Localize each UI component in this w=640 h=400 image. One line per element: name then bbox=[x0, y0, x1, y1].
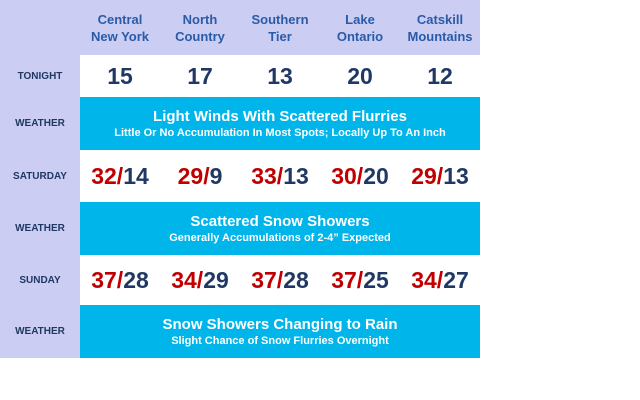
column-header-line: Country bbox=[175, 28, 225, 44]
high-temp: 34 bbox=[171, 266, 197, 293]
row-label-text: SATURDAY bbox=[13, 170, 67, 182]
temperature: 13 bbox=[240, 55, 320, 97]
low-temp: 9 bbox=[209, 162, 223, 189]
row-label-text: TONIGHT bbox=[17, 70, 63, 82]
low-temp: 17 bbox=[187, 62, 213, 89]
row-label-text: WEATHER bbox=[15, 223, 65, 234]
weather-headline: Snow Showers Changing to Rain bbox=[162, 316, 398, 333]
column-header: Lake Ontario bbox=[320, 0, 400, 55]
separator: / bbox=[196, 266, 204, 293]
separator: / bbox=[116, 266, 124, 293]
separator: / bbox=[116, 162, 124, 189]
separator: / bbox=[436, 266, 444, 293]
temperature: 17 bbox=[160, 55, 240, 97]
low-temp: 13 bbox=[267, 62, 293, 89]
weather-headline: Scattered Snow Showers bbox=[190, 213, 370, 230]
temperature: 30/20 bbox=[320, 150, 400, 202]
temperature: 34/29 bbox=[160, 255, 240, 305]
temperature: 15 bbox=[80, 55, 160, 97]
column-header-line: Catskill bbox=[416, 11, 464, 27]
separator: / bbox=[276, 162, 284, 189]
row-label: SUNDAY bbox=[0, 255, 80, 305]
row-label-text: SUNDAY bbox=[19, 274, 61, 286]
row-label: SATURDAY bbox=[0, 150, 80, 202]
column-header-line: Mountains bbox=[407, 28, 473, 44]
column-header-line: North bbox=[182, 11, 218, 27]
high-temp: 32 bbox=[91, 162, 117, 189]
high-temp: 37 bbox=[91, 266, 117, 293]
high-temp: 33 bbox=[251, 162, 277, 189]
temperature: 32/14 bbox=[80, 150, 160, 202]
weather-banner: Snow Showers Changing to Rain Slight Chan… bbox=[80, 305, 480, 358]
weather-banner: Light Winds With Scattered Flurries Littl… bbox=[80, 97, 480, 150]
weather-detail: Little Or No Accumulation In Most Spots;… bbox=[114, 127, 446, 139]
weather-banner: Scattered Snow Showers Generally Accumula… bbox=[80, 202, 480, 255]
column-header-line: Tier bbox=[268, 28, 292, 44]
column-header: North Country bbox=[160, 0, 240, 55]
low-temp: 25 bbox=[363, 266, 389, 293]
weather-detail: Generally Accumulations of 2-4” Expected bbox=[169, 232, 391, 244]
column-header-line: Ontario bbox=[336, 28, 384, 44]
row-label: WEATHER bbox=[0, 202, 80, 255]
temperature: 34/27 bbox=[400, 255, 480, 305]
row-label: WEATHER bbox=[0, 305, 80, 358]
high-temp: 37 bbox=[331, 266, 357, 293]
high-temp: 30 bbox=[331, 162, 357, 189]
high-temp: 29 bbox=[411, 162, 437, 189]
low-temp: 12 bbox=[427, 62, 453, 89]
low-temp: 29 bbox=[203, 266, 229, 293]
low-temp: 15 bbox=[107, 62, 133, 89]
temperature: 33/13 bbox=[240, 150, 320, 202]
separator: / bbox=[356, 162, 364, 189]
row-label-text: WEATHER bbox=[15, 118, 65, 129]
low-temp: 13 bbox=[283, 162, 309, 189]
corner bbox=[0, 0, 80, 55]
low-temp: 20 bbox=[363, 162, 389, 189]
separator: / bbox=[436, 162, 444, 189]
row-label: WEATHER bbox=[0, 97, 80, 150]
high-temp: 37 bbox=[251, 266, 277, 293]
low-temp: 28 bbox=[283, 266, 309, 293]
high-temp: 34 bbox=[411, 266, 437, 293]
row-label: TONIGHT bbox=[0, 55, 80, 97]
column-header-line: New York bbox=[90, 28, 150, 44]
low-temp: 13 bbox=[443, 162, 469, 189]
temperature: 37/28 bbox=[80, 255, 160, 305]
column-header: Catskill Mountains bbox=[400, 0, 480, 55]
temperature: 37/28 bbox=[240, 255, 320, 305]
column-header-line: Southern bbox=[251, 11, 309, 27]
temperature: 29/9 bbox=[160, 150, 240, 202]
low-temp: 28 bbox=[123, 266, 149, 293]
column-header: Southern Tier bbox=[240, 0, 320, 55]
temperature: 37/25 bbox=[320, 255, 400, 305]
low-temp: 27 bbox=[443, 266, 469, 293]
column-header: Central New York bbox=[80, 0, 160, 55]
weather-headline: Light Winds With Scattered Flurries bbox=[153, 108, 407, 125]
temperature: 20 bbox=[320, 55, 400, 97]
temperature: 12 bbox=[400, 55, 480, 97]
temperature: 29/13 bbox=[400, 150, 480, 202]
row-label-text: WEATHER bbox=[15, 326, 65, 337]
separator: / bbox=[356, 266, 364, 293]
low-temp: 14 bbox=[123, 162, 149, 189]
separator: / bbox=[203, 162, 210, 189]
weather-detail: Slight Chance of Snow Flurries Overnight bbox=[171, 335, 389, 347]
high-temp: 29 bbox=[177, 162, 204, 189]
column-header-line: Central bbox=[97, 11, 143, 27]
column-header-line: Lake bbox=[345, 11, 375, 27]
separator: / bbox=[276, 266, 284, 293]
low-temp: 20 bbox=[347, 62, 373, 89]
